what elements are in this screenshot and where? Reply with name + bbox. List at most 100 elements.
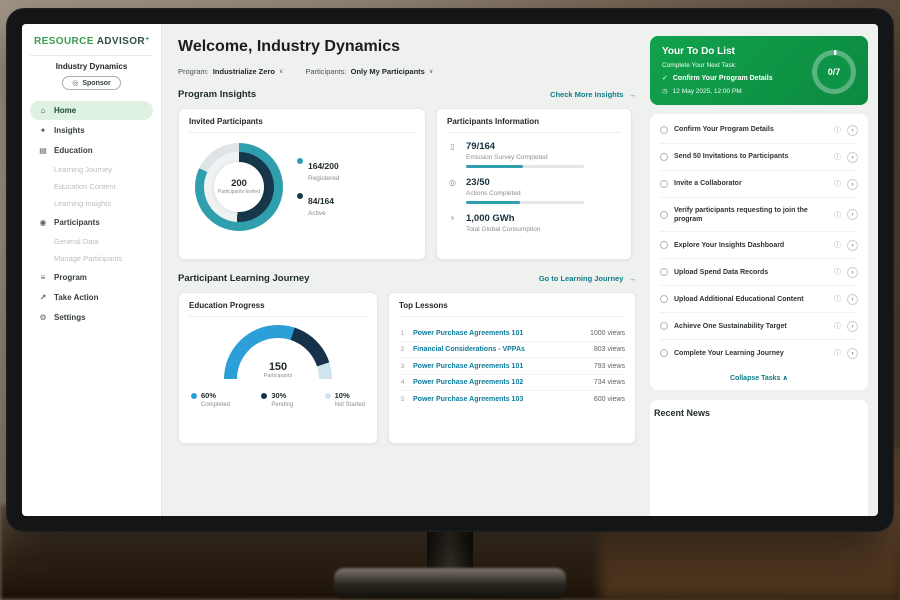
task-row[interactable]: Upload Additional Educational Content ⓘ … bbox=[660, 286, 858, 314]
lesson-link[interactable]: Financial Considerations - VPPAs bbox=[413, 346, 525, 353]
stat-label: Emission Survey Completed bbox=[466, 154, 548, 161]
todo-progress-value: 0/7 bbox=[817, 55, 851, 89]
task-checkbox[interactable] bbox=[660, 322, 668, 331]
monitor-bezel: RESOURCE ADVISOR+ Industry Dynamics ◎ Sp… bbox=[6, 8, 894, 532]
task-checkbox[interactable] bbox=[660, 268, 668, 277]
legend-item-completed: 60% Completed bbox=[191, 391, 230, 408]
task-row[interactable]: Confirm Your Program Details ⓘ › bbox=[660, 117, 858, 144]
task-checkbox[interactable] bbox=[660, 241, 668, 250]
lesson-rank: 5 bbox=[400, 395, 405, 403]
target-icon: ◎ bbox=[449, 178, 456, 187]
sidebar-item-education-content[interactable]: Education Content bbox=[54, 182, 116, 191]
chevron-right-icon[interactable]: › bbox=[847, 266, 858, 278]
collapse-label: Collapse Tasks bbox=[729, 375, 781, 383]
task-checkbox[interactable] bbox=[660, 126, 668, 134]
sidebar-item-label: Take Action bbox=[54, 293, 99, 302]
sponsor-icon: ◎ bbox=[72, 80, 79, 87]
lesson-link[interactable]: Power Purchase Agreements 102 bbox=[413, 379, 524, 386]
todo-column: Your To Do List Complete Your Next Task:… bbox=[646, 24, 878, 516]
progress-bar bbox=[466, 165, 584, 168]
sidebar-item-general-data[interactable]: General Data bbox=[54, 237, 99, 246]
task-checkbox[interactable] bbox=[660, 210, 668, 219]
task-label: Complete Your Learning Journey bbox=[674, 349, 784, 357]
sidebar-item-program[interactable]: ≡ Program bbox=[30, 268, 153, 287]
recent-news-title: Recent News bbox=[654, 408, 711, 419]
lesson-row: 2 Financial Considerations - VPPAs 803 v… bbox=[399, 342, 625, 358]
insights-cards-row: Invited Participants 200 Participants In… bbox=[178, 108, 636, 260]
home-icon: ⌂ bbox=[40, 106, 46, 115]
info-icon[interactable]: ⓘ bbox=[834, 350, 841, 358]
todo-next-task: ✓ Confirm Your Program Details bbox=[662, 74, 856, 83]
participants-value: Only My Participants bbox=[350, 67, 425, 76]
chevron-right-icon[interactable]: › bbox=[847, 151, 858, 163]
lesson-views: 600 views bbox=[593, 395, 625, 403]
sidebar-item-label: Home bbox=[54, 106, 77, 115]
task-checkbox[interactable] bbox=[660, 180, 668, 188]
go-to-learning-journey-link[interactable]: Go to Learning Journey → bbox=[539, 274, 636, 283]
task-row[interactable]: Explore Your Insights Dashboard ⓘ › bbox=[660, 232, 858, 260]
sidebar-item-label: Education bbox=[54, 146, 93, 155]
sidebar-item-learning-insights[interactable]: Learning Insights bbox=[54, 199, 112, 208]
sidebar-item-learning-journey[interactable]: Learning Journey bbox=[54, 165, 112, 174]
lesson-views: 803 views bbox=[593, 346, 625, 353]
stat-label: Actions Completed bbox=[466, 190, 521, 197]
chevron-right-icon[interactable]: › bbox=[847, 239, 858, 251]
chevron-right-icon[interactable]: › bbox=[847, 178, 858, 190]
chevron-right-icon[interactable]: › bbox=[847, 347, 858, 359]
book-icon: ▤ bbox=[39, 146, 47, 155]
chevron-right-icon[interactable]: › bbox=[847, 320, 858, 332]
task-checkbox[interactable] bbox=[660, 295, 668, 304]
info-icon[interactable]: ⓘ bbox=[834, 154, 841, 161]
lesson-link[interactable]: Power Purchase Agreements 101 bbox=[413, 362, 524, 370]
sidebar-item-settings[interactable]: ⚙ Settings bbox=[30, 308, 153, 327]
chevron-right-icon[interactable]: › bbox=[847, 209, 858, 221]
info-icon[interactable]: ⓘ bbox=[834, 127, 841, 134]
invited-participants-card: Invited Participants 200 Participants In… bbox=[178, 108, 426, 260]
task-label: Confirm Your Program Details bbox=[674, 126, 774, 134]
sidebar-item-home[interactable]: ⌂ Home bbox=[30, 101, 153, 120]
lesson-link[interactable]: Power Purchase Agreements 101 bbox=[413, 329, 524, 337]
gauge-center-label: Participants bbox=[263, 373, 293, 379]
sidebar-item-take-action[interactable]: ↗ Take Action bbox=[30, 288, 153, 307]
main-content: Welcome, Industry Dynamics Program: Indu… bbox=[162, 24, 646, 516]
task-row[interactable]: Upload Spend Data Records ⓘ › bbox=[660, 259, 858, 287]
task-row[interactable]: Invite a Collaborator ⓘ › bbox=[660, 171, 858, 198]
logo-plus: + bbox=[145, 36, 150, 43]
info-icon[interactable]: ⓘ bbox=[834, 211, 841, 219]
sidebar-item-education[interactable]: ▤ Education bbox=[30, 141, 153, 160]
check-icon: ✓ bbox=[662, 75, 668, 82]
collapse-tasks-link[interactable]: Collapse Tasks ∧ bbox=[660, 366, 858, 390]
task-checkbox[interactable] bbox=[660, 349, 668, 358]
task-row[interactable]: Verify participants requesting to join t… bbox=[660, 198, 858, 233]
education-gauge-chart: 150 Participants bbox=[224, 325, 332, 379]
sidebar-item-participants[interactable]: ◉ Participants bbox=[30, 213, 153, 232]
chevron-right-icon[interactable]: › bbox=[847, 293, 858, 305]
legend-dot bbox=[191, 392, 197, 399]
task-checkbox[interactable] bbox=[660, 153, 668, 161]
participants-dropdown[interactable]: Participants: Only My Participants ∨ bbox=[305, 67, 433, 76]
chevron-right-icon[interactable]: › bbox=[847, 124, 858, 136]
info-icon[interactable]: ⓘ bbox=[834, 296, 841, 304]
sidebar-item-manage-participants[interactable]: Manage Participants bbox=[54, 254, 123, 263]
task-row[interactable]: Send 50 Invitations to Participants ⓘ › bbox=[660, 144, 858, 171]
logo-part2: ADVISOR bbox=[96, 36, 146, 47]
org-name: Industry Dynamics bbox=[55, 62, 128, 71]
check-more-insights-link[interactable]: Check More Insights → bbox=[550, 90, 636, 99]
task-row[interactable]: Achieve One Sustainability Target ⓘ › bbox=[660, 313, 858, 341]
lesson-link[interactable]: Power Purchase Agreements 103 bbox=[413, 395, 524, 403]
info-icon[interactable]: ⓘ bbox=[834, 242, 841, 250]
sidebar-item-insights[interactable]: ✦ Insights bbox=[30, 121, 153, 140]
legend-item-registered: 164/200 Registered bbox=[297, 156, 339, 182]
sponsor-badge[interactable]: ◎ Sponsor bbox=[62, 76, 121, 90]
task-row[interactable]: Complete Your Learning Journey ⓘ › bbox=[660, 340, 858, 366]
program-dropdown[interactable]: Program: Industrialize Zero ∨ bbox=[178, 67, 283, 76]
info-icon[interactable]: ⓘ bbox=[834, 269, 841, 277]
info-icon[interactable]: ⓘ bbox=[834, 181, 841, 188]
page-title: Welcome, Industry Dynamics bbox=[178, 38, 400, 55]
legend-dot bbox=[324, 392, 331, 399]
info-icon[interactable]: ⓘ bbox=[834, 323, 841, 331]
chevron-down-icon: ∨ bbox=[428, 69, 434, 75]
donut-center: 200 Participants Invited bbox=[214, 162, 264, 212]
legend-label: Registered bbox=[308, 174, 340, 182]
stat-value: 1,000 GWh bbox=[466, 213, 515, 224]
